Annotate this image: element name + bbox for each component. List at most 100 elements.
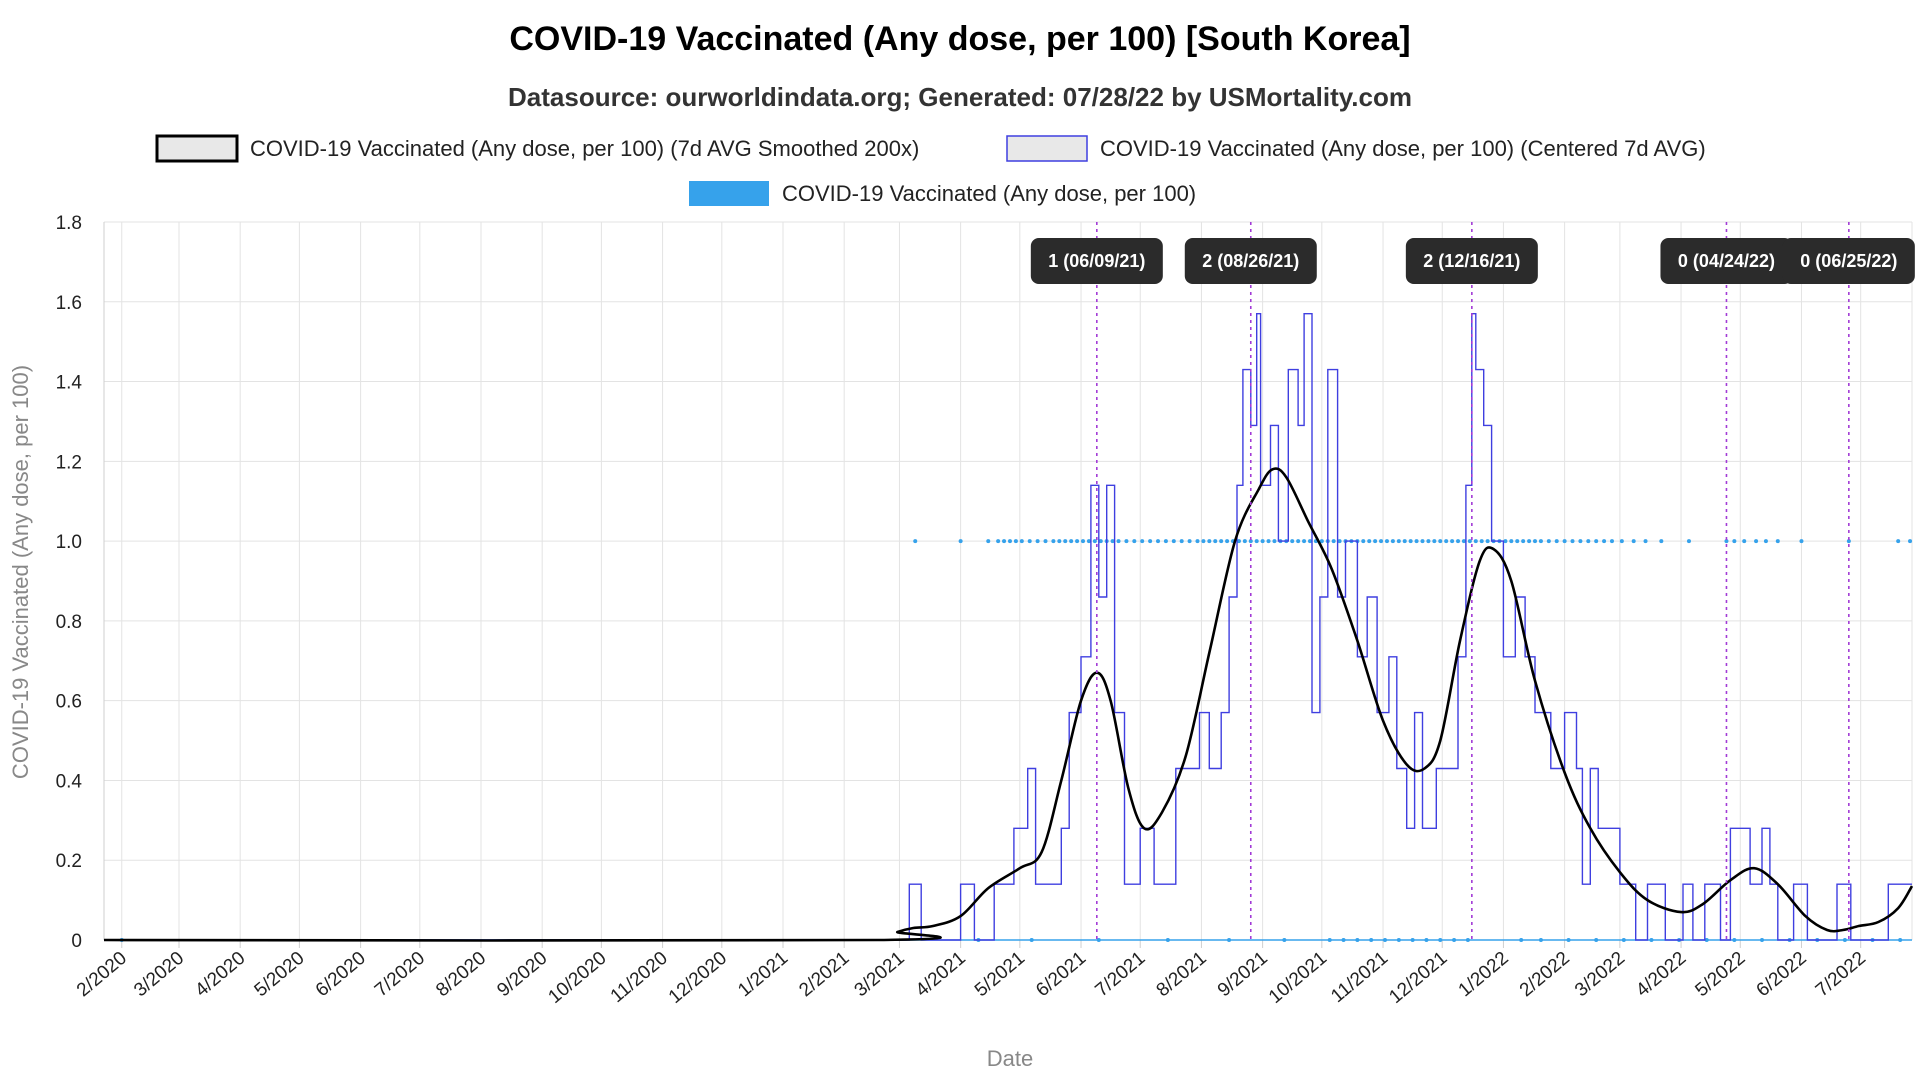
data-point-raw — [1732, 539, 1737, 544]
annotation-box — [1030, 238, 1163, 284]
data-point-raw — [1908, 539, 1913, 544]
data-point-raw — [1402, 539, 1407, 544]
data-point-raw — [1195, 539, 1200, 544]
data-point-raw — [1163, 539, 1168, 544]
data-point-raw — [1602, 539, 1607, 544]
data-point-raw — [1432, 539, 1437, 544]
x-tick-label: 5/2020 — [251, 948, 309, 1001]
data-point-raw — [1081, 539, 1086, 544]
data-point-raw — [1414, 539, 1419, 544]
data-point-raw — [1063, 539, 1068, 544]
x-tick-label: 5/2021 — [971, 948, 1029, 1001]
data-point-raw — [1420, 539, 1425, 544]
data-point-raw — [1116, 539, 1121, 544]
data-point-raw — [1742, 539, 1747, 544]
data-point-raw — [1156, 539, 1161, 544]
x-tick-label: 1/2022 — [1455, 948, 1513, 1001]
data-point-raw — [1643, 539, 1648, 544]
data-point-raw — [1069, 539, 1074, 544]
x-tick-label: 2/2022 — [1516, 948, 1574, 1001]
y-tick-label: 1.4 — [56, 373, 83, 394]
data-point-raw — [1473, 539, 1478, 544]
x-tick-label: 1/2021 — [734, 948, 792, 1001]
data-point-raw — [1456, 539, 1461, 544]
data-point-raw — [1254, 539, 1259, 544]
x-tick-label: 8/2020 — [432, 948, 490, 1001]
data-point-raw — [1043, 539, 1048, 544]
x-tick-label: 2/2020 — [73, 948, 131, 1001]
data-point-raw — [1086, 539, 1091, 544]
data-point-raw — [1337, 539, 1342, 544]
x-tick-label: 6/2022 — [1753, 948, 1811, 1001]
data-point-raw — [1331, 539, 1336, 544]
plot-area — [103, 313, 1914, 942]
data-point-raw — [1659, 539, 1664, 544]
data-point-raw — [1207, 539, 1212, 544]
data-point-raw — [1057, 539, 1062, 544]
x-tick-label: 4/2021 — [912, 948, 970, 1001]
data-point-raw — [1384, 539, 1389, 544]
data-point-raw — [1754, 539, 1759, 544]
data-point-raw — [1724, 539, 1729, 544]
annotation-label: 0 (06/25/22) — [1800, 251, 1897, 271]
annotation-box — [1660, 238, 1793, 284]
data-point-raw — [1438, 539, 1443, 544]
y-tick-label: 0.4 — [56, 771, 83, 792]
data-point-raw — [1515, 539, 1520, 544]
data-point-raw — [1450, 539, 1455, 544]
data-point-raw — [1521, 539, 1526, 544]
annotation-box — [1405, 238, 1538, 284]
data-point-raw — [1479, 539, 1484, 544]
x-tick-label: 4/2022 — [1632, 948, 1690, 1001]
legend-item-centered-avg[interactable]: COVID-19 Vaccinated (Any dose, per 100) … — [1006, 135, 1706, 162]
data-point-raw — [1019, 539, 1024, 544]
data-point-raw — [1092, 539, 1097, 544]
x-tick-label: 7/2021 — [1091, 948, 1149, 1001]
gridlines — [104, 221, 1913, 941]
data-point-raw — [1408, 539, 1413, 544]
x-tick-label: 8/2021 — [1153, 948, 1211, 1001]
x-tick-label: 10/2020 — [544, 948, 610, 1008]
data-point-raw — [1390, 539, 1395, 544]
legend-item-smoothed[interactable]: COVID-19 Vaccinated (Any dose, per 100) … — [155, 134, 919, 163]
data-point-raw — [1367, 539, 1372, 544]
annotation-box — [1184, 238, 1317, 284]
series-line-smoothed — [103, 467, 1914, 942]
data-point-raw — [1132, 539, 1137, 544]
legend-label-raw: COVID-19 Vaccinated (Any dose, per 100) — [782, 181, 1196, 206]
x-axis: 2/2020 3/2020 4/2020 5/2020 6/2020 7/2020 8/20… — [73, 939, 1912, 1008]
x-tick-label: 7/2022 — [1812, 948, 1870, 1001]
y-axis-title: COVID-19 Vaccinated (Any dose, per 100) — [8, 365, 33, 779]
data-point-raw — [1179, 539, 1184, 544]
data-point-raw — [1213, 539, 1218, 544]
data-point-raw — [1272, 539, 1277, 544]
legend-item-raw[interactable]: COVID-19 Vaccinated (Any dose, per 100) — [689, 181, 1196, 206]
x-tick-label: 9/2020 — [493, 948, 551, 1001]
x-tick-label: 3/2022 — [1571, 948, 1629, 1001]
data-point-raw — [1775, 539, 1780, 544]
data-point-raw — [1201, 539, 1206, 544]
data-point-raw — [1302, 539, 1307, 544]
data-point-raw — [1799, 539, 1804, 544]
data-point-raw — [1266, 539, 1271, 544]
x-tick-label: 6/2020 — [312, 948, 370, 1001]
data-point-raw — [1035, 539, 1040, 544]
y-tick-label: 1.2 — [56, 452, 82, 473]
x-tick-label: 3/2020 — [130, 948, 188, 1001]
data-point-raw — [1290, 539, 1295, 544]
legend-swatch-smoothed — [155, 134, 239, 163]
data-point-raw — [1631, 539, 1636, 544]
y-tick-label: 1.0 — [56, 532, 82, 553]
chart-title: COVID-19 Vaccinated (Any dose, per 100) … — [509, 20, 1410, 58]
x-tick-label: 5/2022 — [1691, 948, 1749, 1001]
annotation-label: 2 (12/16/21) — [1423, 251, 1520, 271]
data-point-raw — [1619, 539, 1624, 544]
data-point-raw — [1846, 539, 1851, 544]
data-point-raw — [1461, 539, 1466, 544]
data-point-raw — [1527, 539, 1532, 544]
data-point-raw — [1538, 539, 1543, 544]
legend-swatch-centered-avg — [1006, 135, 1088, 162]
x-tick-label: 9/2021 — [1214, 948, 1272, 1001]
data-point-raw — [1307, 539, 1312, 544]
